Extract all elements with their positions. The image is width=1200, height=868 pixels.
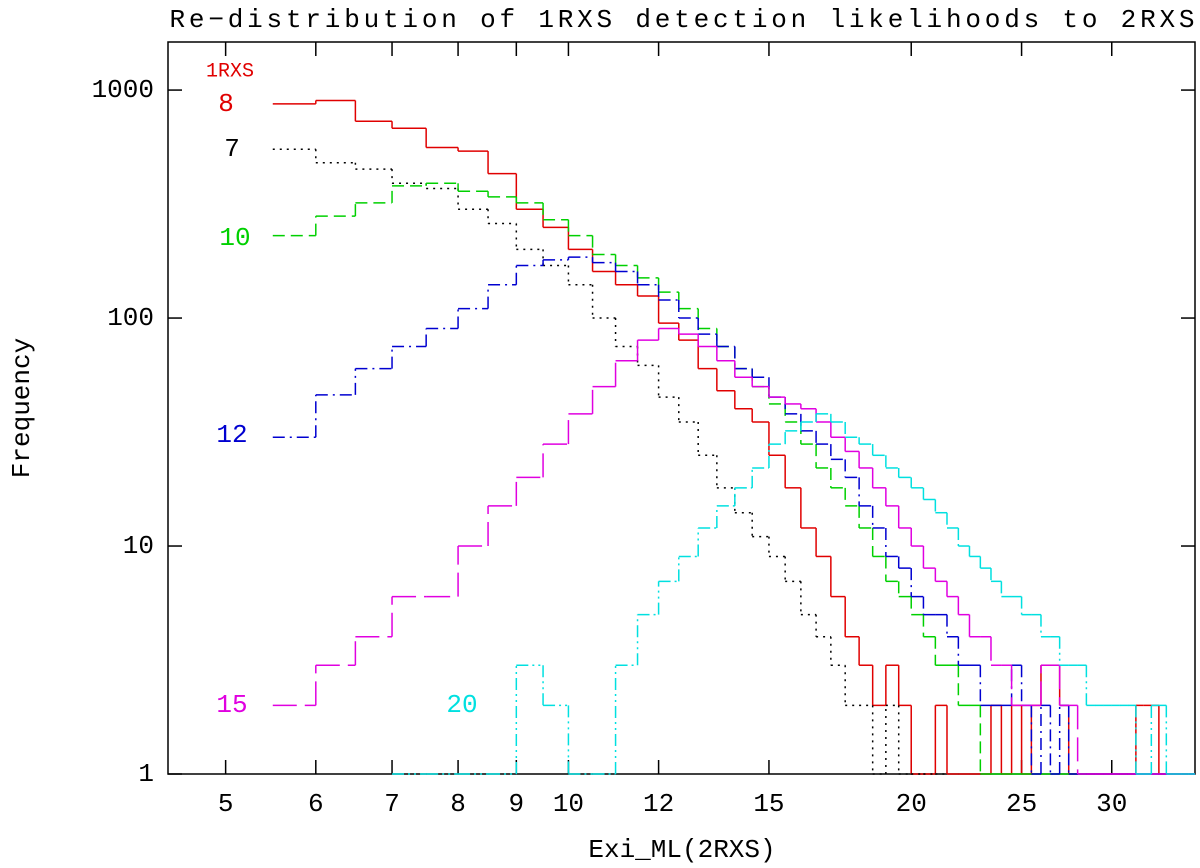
y-tick-label: 10 [123,531,154,561]
series-label: 8 [218,89,234,119]
y-axis-label: Frequency [7,338,37,478]
chart-title: Re−distribution of 1RXS detection likeli… [170,5,1195,35]
x-tick-label: 30 [1096,789,1127,819]
x-tick-label: 9 [509,789,525,819]
series-label: 20 [446,690,477,720]
series-label: 10 [219,223,250,253]
x-tick-label: 15 [753,789,784,819]
x-tick-label: 5 [218,789,234,819]
y-tick-label: 1 [138,759,154,789]
y-tick-label: 100 [107,303,154,333]
plot-frame [167,41,1196,775]
x-tick-label: 6 [308,789,324,819]
x-tick-label: 12 [643,789,674,819]
series-label: 12 [216,420,247,450]
series-label: 7 [224,134,240,164]
series-label: 15 [216,690,247,720]
y-tick-label: 1000 [92,75,154,105]
x-axis-label: Exi_ML(2RXS) [588,835,775,865]
x-tick-label: 7 [384,789,400,819]
x-tick-label: 8 [450,789,466,819]
x-tick-label: 25 [1006,789,1037,819]
legend-title: 1RXS [206,60,254,83]
x-tick-label: 20 [896,789,927,819]
x-tick-label: 10 [553,789,584,819]
